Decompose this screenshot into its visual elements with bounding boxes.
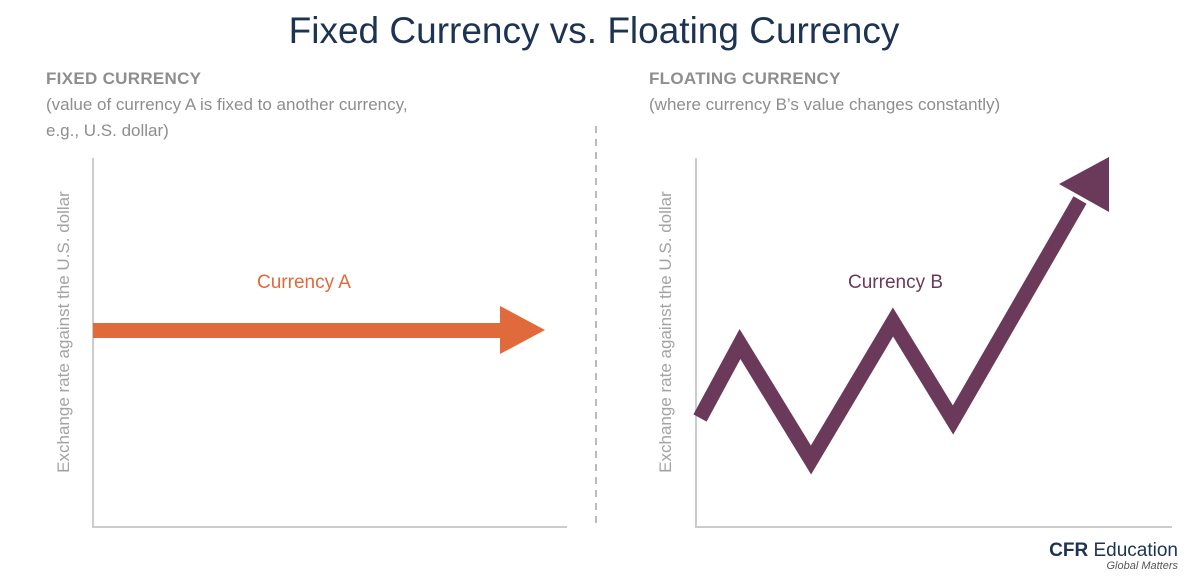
currency-a-label: Currency A bbox=[257, 272, 351, 293]
fixed-currency-header: FIXED CURRENCY (value of currency A is f… bbox=[46, 66, 506, 144]
currency-a-arrowhead bbox=[500, 306, 545, 354]
currency-b-arrowhead bbox=[1059, 157, 1109, 212]
logo-brand-bold: CFR bbox=[1049, 540, 1089, 561]
fixed-currency-heading: FIXED CURRENCY bbox=[46, 69, 202, 88]
currency-a-shaft bbox=[93, 323, 503, 338]
currency-b-line bbox=[693, 196, 1087, 475]
floating-currency-description: (where currency B’s value changes consta… bbox=[649, 95, 1001, 114]
diagram-title: Fixed Currency vs. Floating Currency bbox=[288, 10, 900, 51]
logo-brand-rest: Education bbox=[1088, 540, 1178, 561]
floating-currency-header: FLOATING CURRENCY (where currency B’s va… bbox=[649, 66, 1129, 118]
fixed-axes bbox=[92, 158, 567, 528]
logo-brand: CFR Education bbox=[1049, 540, 1178, 562]
currency-a-arrow bbox=[93, 306, 545, 354]
floating-axes bbox=[695, 158, 1172, 528]
fixed-currency-description-line2: e.g., U.S. dollar) bbox=[46, 121, 169, 140]
cfr-education-logo: CFR Education Global Matters bbox=[1049, 540, 1178, 572]
currency-b-arrow bbox=[693, 157, 1109, 475]
floating-currency-heading: FLOATING CURRENCY bbox=[649, 69, 841, 88]
currency-b-label: Currency B bbox=[848, 272, 944, 293]
logo-tagline: Global Matters bbox=[1106, 560, 1178, 572]
fixed-currency-description-line1: (value of currency A is fixed to another… bbox=[46, 95, 408, 114]
